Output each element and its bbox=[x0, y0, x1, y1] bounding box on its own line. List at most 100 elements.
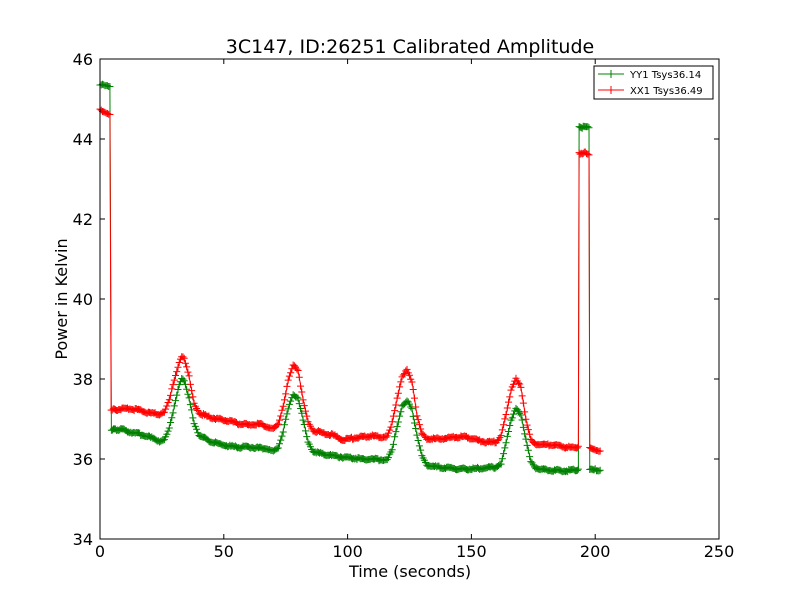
data-point bbox=[189, 414, 197, 422]
data-point bbox=[394, 389, 402, 397]
x-tick-label: 250 bbox=[704, 542, 735, 561]
y-tick-label: 44 bbox=[73, 130, 93, 149]
data-point bbox=[163, 430, 171, 438]
data-point bbox=[391, 433, 399, 441]
data-point bbox=[413, 431, 421, 439]
data-point bbox=[517, 383, 525, 391]
data-point bbox=[273, 445, 281, 453]
data-point bbox=[389, 412, 397, 420]
data-point bbox=[500, 421, 508, 429]
data-point bbox=[274, 420, 282, 428]
data-point bbox=[282, 415, 290, 423]
legend-marker bbox=[607, 86, 615, 94]
x-axis-label: Time (seconds) bbox=[348, 562, 471, 581]
data-point bbox=[302, 427, 310, 435]
data-point bbox=[173, 368, 181, 376]
data-point bbox=[276, 416, 284, 424]
data-point bbox=[392, 428, 400, 436]
y-tick-label: 38 bbox=[73, 370, 93, 389]
data-point bbox=[169, 409, 177, 417]
data-point bbox=[584, 123, 592, 131]
data-point bbox=[519, 399, 527, 407]
data-point bbox=[298, 409, 306, 417]
data-point bbox=[279, 402, 287, 410]
data-point bbox=[185, 372, 193, 380]
x-tick-label: 0 bbox=[95, 542, 105, 561]
data-point bbox=[180, 377, 188, 385]
x-tick-label: 100 bbox=[332, 542, 363, 561]
data-point bbox=[414, 416, 422, 424]
legend-label: YY1 Tsys36.14 bbox=[629, 70, 701, 81]
data-point bbox=[523, 441, 531, 449]
data-point bbox=[497, 432, 505, 440]
data-point bbox=[574, 442, 582, 450]
data-point bbox=[498, 426, 506, 434]
data-point bbox=[406, 371, 413, 379]
data-point bbox=[164, 399, 172, 407]
series-layer bbox=[96, 80, 604, 476]
data-point bbox=[283, 382, 291, 390]
data-point bbox=[509, 380, 517, 388]
legend-label: XX1 Tsys36.49 bbox=[630, 86, 703, 97]
data-point bbox=[384, 429, 392, 437]
data-point bbox=[585, 124, 593, 132]
data-point bbox=[388, 418, 396, 426]
data-point bbox=[573, 466, 581, 474]
data-point bbox=[521, 408, 529, 416]
data-point bbox=[186, 380, 194, 388]
data-point bbox=[284, 405, 292, 413]
data-point bbox=[302, 407, 310, 415]
data-point bbox=[172, 372, 180, 380]
data-point bbox=[585, 151, 593, 159]
data-point bbox=[516, 409, 524, 417]
data-point bbox=[193, 425, 201, 433]
data-point bbox=[524, 426, 532, 434]
data-point bbox=[406, 400, 413, 408]
data-point bbox=[518, 416, 526, 424]
data-point bbox=[526, 430, 534, 438]
y-tick-label: 36 bbox=[73, 450, 93, 469]
data-point bbox=[394, 418, 402, 426]
data-point bbox=[285, 372, 293, 380]
data-point bbox=[408, 378, 416, 386]
data-point bbox=[168, 385, 176, 393]
data-point bbox=[397, 378, 405, 386]
data-point bbox=[294, 366, 302, 374]
data-point bbox=[410, 419, 418, 427]
data-point bbox=[160, 408, 168, 416]
data-point bbox=[501, 415, 509, 423]
data-point bbox=[505, 427, 513, 435]
data-point bbox=[293, 365, 301, 373]
data-point bbox=[162, 405, 170, 413]
data-point bbox=[294, 394, 302, 402]
data-point bbox=[169, 381, 177, 389]
data-point bbox=[303, 412, 311, 420]
data-point bbox=[382, 433, 390, 441]
data-point bbox=[574, 465, 582, 473]
data-point bbox=[596, 447, 604, 455]
data-point bbox=[160, 436, 168, 444]
data-point bbox=[397, 408, 405, 416]
data-point bbox=[174, 386, 182, 394]
data-point bbox=[524, 446, 532, 454]
data-point bbox=[415, 442, 423, 450]
data-point bbox=[595, 467, 603, 475]
data-point bbox=[514, 379, 522, 387]
data-point bbox=[412, 403, 420, 411]
data-point bbox=[280, 421, 288, 429]
data-point bbox=[163, 402, 171, 410]
data-point bbox=[391, 407, 399, 415]
data-point bbox=[513, 406, 521, 414]
x-tick-label: 50 bbox=[214, 542, 234, 561]
data-point bbox=[516, 380, 524, 388]
data-point bbox=[518, 392, 526, 400]
data-point bbox=[303, 433, 311, 441]
series-markers bbox=[96, 105, 604, 455]
data-point bbox=[283, 410, 291, 418]
data-point bbox=[522, 415, 530, 423]
data-point bbox=[502, 439, 510, 447]
chart-title: 3C147, ID:26251 Calibrated Amplitude bbox=[226, 36, 594, 58]
data-point bbox=[498, 455, 506, 463]
data-point bbox=[417, 446, 425, 454]
data-point bbox=[274, 444, 282, 452]
